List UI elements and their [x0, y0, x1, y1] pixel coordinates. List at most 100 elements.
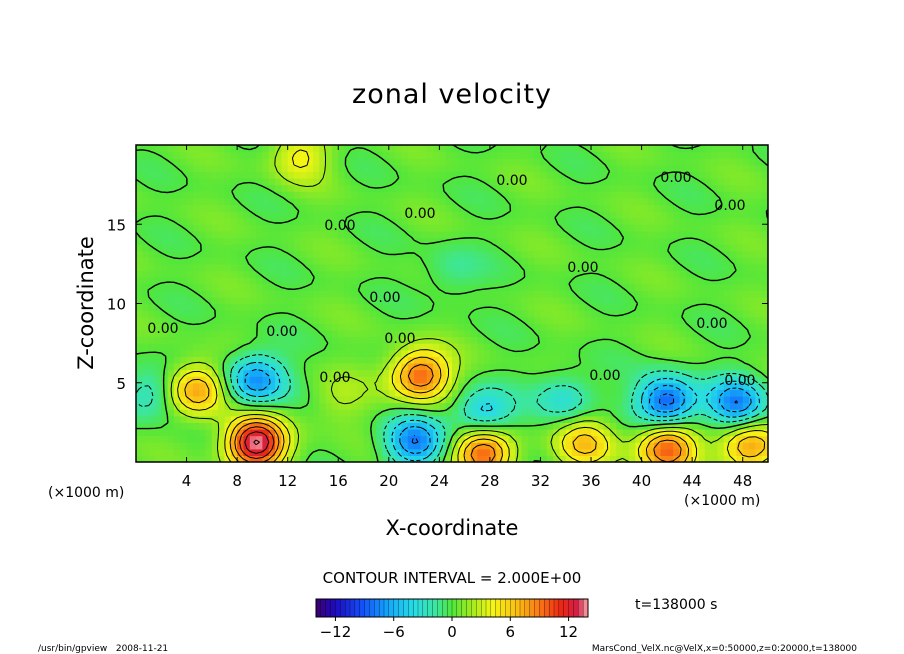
heatmap-cell	[717, 191, 725, 199]
heatmap-cell	[749, 442, 756, 450]
heatmap-cell	[736, 389, 744, 397]
heatmap-cell	[502, 250, 510, 258]
heatmap-cell	[167, 316, 175, 324]
heatmap-cell	[496, 296, 504, 305]
heatmap-cell	[306, 263, 314, 272]
heatmap-cell	[761, 230, 768, 239]
heatmap-cell	[192, 343, 200, 351]
heatmap-cell	[306, 428, 314, 437]
heatmap-cell	[350, 184, 358, 192]
heatmap-cell	[483, 369, 491, 377]
heatmap-cell	[704, 290, 712, 298]
heatmap-cell	[382, 263, 390, 272]
heatmap-cell	[363, 382, 371, 390]
heatmap-cell	[660, 329, 668, 338]
heatmap-cell	[426, 164, 434, 173]
heatmap-cell	[635, 409, 643, 417]
heatmap-cell	[287, 356, 295, 364]
heatmap-cell	[338, 244, 346, 252]
heatmap-cell	[635, 257, 643, 265]
heatmap-cell	[180, 164, 188, 173]
heatmap-cell	[319, 435, 327, 443]
heatmap-cell	[717, 164, 725, 173]
heatmap-cell	[711, 442, 719, 450]
heatmap-cell	[515, 184, 523, 192]
heatmap-cell	[230, 409, 238, 417]
heatmap-cell	[546, 382, 554, 390]
heatmap-cell	[723, 343, 731, 351]
heatmap-cell	[237, 178, 245, 186]
heatmap-cell	[641, 230, 649, 239]
heatmap-cell	[730, 362, 737, 371]
heatmap-cell	[256, 164, 263, 173]
heatmap-cell	[142, 310, 150, 318]
heatmap-cell	[192, 197, 200, 206]
heatmap-cell	[685, 442, 693, 450]
heatmap-cell	[565, 376, 573, 384]
heatmap-cell	[249, 244, 257, 252]
heatmap-cell	[496, 263, 504, 272]
heatmap-cell	[464, 184, 472, 192]
heatmap-cell	[616, 224, 624, 232]
heatmap-cell	[458, 197, 466, 206]
heatmap-cell	[477, 145, 485, 153]
heatmap-cell	[616, 376, 624, 384]
heatmap-cell	[363, 191, 371, 199]
heatmap-cell	[489, 329, 497, 338]
heatmap-cell	[376, 349, 384, 357]
heatmap-cell	[496, 191, 504, 199]
heatmap-cell	[679, 323, 687, 331]
heatmap-cell	[692, 184, 700, 192]
heatmap-cell	[641, 197, 649, 206]
heatmap-cell	[521, 263, 529, 272]
heatmap-cell	[534, 316, 542, 324]
heatmap-cell	[591, 296, 598, 305]
heatmap-cell	[692, 389, 700, 397]
heatmap-cell	[761, 310, 768, 318]
heatmap-cell	[350, 244, 358, 252]
heatmap-cell	[173, 310, 181, 318]
heatmap-cell	[508, 455, 516, 462]
heatmap-cell	[294, 415, 301, 423]
heatmap-cell	[698, 356, 706, 364]
heatmap-cell	[679, 349, 687, 357]
heatmap-cell	[628, 164, 636, 173]
heatmap-cell	[641, 290, 649, 298]
heatmap-cell	[395, 409, 403, 417]
heatmap-cell	[755, 349, 763, 357]
heatmap-cell	[445, 316, 453, 324]
heatmap-cell	[470, 382, 478, 390]
heatmap-cell	[717, 382, 725, 390]
heatmap-cell	[224, 158, 232, 166]
heatmap-cell	[211, 211, 219, 219]
heatmap-cell	[154, 270, 162, 278]
heatmap-cell	[395, 290, 403, 298]
heatmap-cell	[711, 376, 719, 384]
heatmap-cell	[439, 428, 447, 437]
heatmap-cell	[205, 197, 213, 206]
heatmap-cell	[186, 356, 194, 364]
heatmap-cell	[761, 204, 768, 212]
heatmap-cell	[192, 402, 200, 410]
heatmap-cell	[483, 323, 491, 331]
heatmap-cell	[237, 303, 245, 311]
heatmap-cell	[148, 178, 156, 186]
heatmap-cell	[470, 336, 478, 344]
heatmap-cell	[180, 283, 188, 291]
heatmap-cell	[218, 237, 226, 245]
heatmap-cell	[218, 362, 226, 371]
heatmap-cell	[597, 435, 605, 443]
heatmap-cell	[268, 369, 276, 377]
heatmap-cell	[186, 197, 194, 206]
heatmap-cell	[173, 323, 181, 331]
heatmap-cell	[749, 263, 756, 272]
heatmap-cell	[325, 257, 333, 265]
heatmap-cell	[578, 224, 586, 232]
heatmap-cell	[192, 369, 200, 377]
heatmap-cell	[464, 211, 472, 219]
heatmap-cell	[565, 409, 573, 417]
heatmap-cell	[736, 310, 744, 318]
heatmap-cell	[224, 428, 232, 437]
heatmap-cell	[300, 422, 308, 430]
heatmap-cell	[350, 303, 358, 311]
